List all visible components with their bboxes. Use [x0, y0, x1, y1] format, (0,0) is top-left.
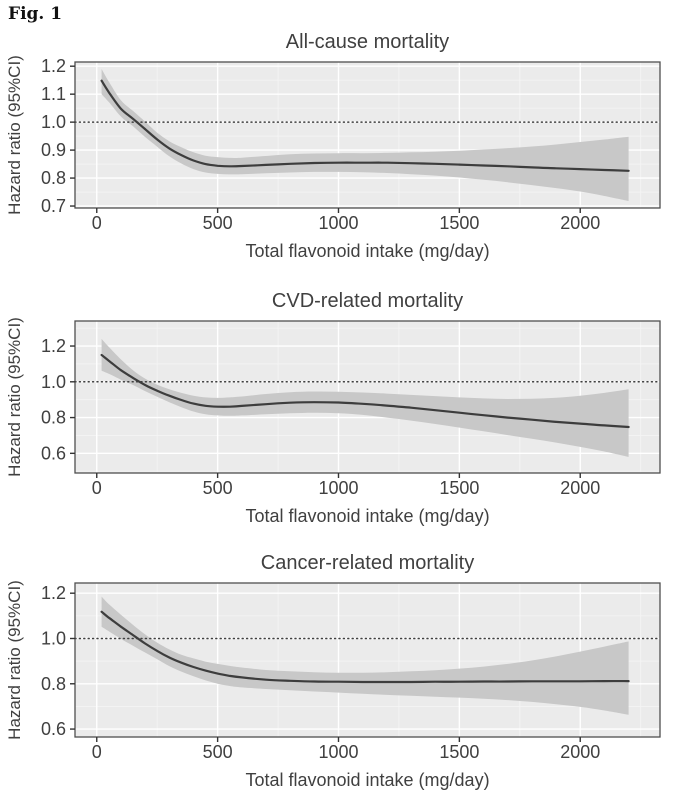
- cancer-mortality-chart: 0 500 1000 1500 2000 0.6 0.8 1.0 1.2 Cancer-rela…: [5, 552, 661, 790]
- y-tick-label: 1.2: [41, 583, 66, 603]
- all-cause-mortality-chart: 0 500 1000 1500 2000 0.7 0.8 0.9 1.0 1.1 1.2 All-c…: [5, 31, 661, 261]
- y-axis-title: Hazard ratio (95%CI): [5, 580, 24, 740]
- x-tick-label: 1000: [318, 742, 358, 762]
- x-tick-label: 2000: [560, 478, 600, 498]
- y-tick-label: 0.8: [41, 168, 66, 188]
- x-axis-title: Total flavonoid intake (mg/day): [245, 506, 489, 526]
- chart-title: Cancer-related mortality: [261, 552, 474, 574]
- y-tick-label: 0.8: [41, 674, 66, 694]
- y-tick-label: 1.0: [41, 112, 66, 132]
- y-tick-label: 0.6: [41, 719, 66, 739]
- x-tick-label: 2000: [560, 742, 600, 762]
- chart-title: CVD-related mortality: [272, 290, 463, 312]
- y-tick-label: 0.7: [41, 196, 66, 216]
- confidence-band: [101, 69, 629, 201]
- x-tick-label: 0: [92, 742, 102, 762]
- y-tick-label: 0.9: [41, 140, 66, 160]
- y-tick-label: 1.0: [41, 372, 66, 392]
- panel-cancer-mortality: 0 500 1000 1500 2000 0.6 0.8 1.0 1.2 Cancer-rela…: [0, 547, 677, 795]
- panel-cvd-mortality: 0 500 1000 1500 2000 0.6 0.8 1.0 1.2 CVD-related…: [0, 285, 677, 531]
- figure-label: Fig. 1: [8, 4, 63, 24]
- x-tick-label: 0: [92, 213, 102, 233]
- x-axis-title: Total flavonoid intake (mg/day): [245, 241, 489, 261]
- x-tick-label: 500: [203, 742, 233, 762]
- hazard-ratio-curve: [100, 79, 630, 172]
- x-tick-label: 500: [203, 213, 233, 233]
- plot-area: 0 500 1000 1500 2000 0.6 0.8 1.0 1.2: [41, 320, 661, 498]
- y-tick-label: 1.2: [41, 56, 66, 76]
- y-tick-label: 0.8: [41, 408, 66, 428]
- y-tick-label: 0.6: [41, 443, 66, 463]
- panel-border: [74, 61, 661, 209]
- hazard-ratio-curve: [100, 610, 630, 684]
- y-axis-title: Hazard ratio (95%CI): [5, 317, 24, 477]
- y-tick-label: 1.2: [41, 336, 66, 356]
- plot-area: 0 500 1000 1500 2000 0.6 0.8 1.0 1.2: [41, 582, 661, 762]
- x-tick-label: 1000: [318, 478, 358, 498]
- panel-border: [74, 582, 661, 738]
- x-axis-title: Total flavonoid intake (mg/day): [245, 770, 489, 790]
- x-tick-label: 2000: [560, 213, 600, 233]
- hazard-ratio-curve: [100, 353, 630, 429]
- x-tick-label: 1000: [318, 213, 358, 233]
- y-tick-label: 1.0: [41, 628, 66, 648]
- x-tick-label: 0: [92, 478, 102, 498]
- y-axis-title: Hazard ratio (95%CI): [5, 55, 24, 215]
- x-tick-label: 500: [203, 478, 233, 498]
- plot-area: 0 500 1000 1500 2000 0.7 0.8 0.9 1.0 1.1 1.2: [41, 56, 661, 233]
- cvd-mortality-chart: 0 500 1000 1500 2000 0.6 0.8 1.0 1.2 CVD-related…: [5, 290, 661, 526]
- x-tick-label: 1500: [439, 213, 479, 233]
- y-tick-label: 1.1: [41, 84, 66, 104]
- x-tick-label: 1500: [439, 742, 479, 762]
- panel-border: [74, 320, 661, 474]
- confidence-band: [101, 596, 629, 715]
- chart-title: All-cause mortality: [286, 31, 449, 53]
- x-tick-label: 1500: [439, 478, 479, 498]
- confidence-band: [101, 338, 629, 457]
- panel-all-cause-mortality: 0 500 1000 1500 2000 0.7 0.8 0.9 1.0 1.1 1.2 All-c…: [0, 26, 677, 266]
